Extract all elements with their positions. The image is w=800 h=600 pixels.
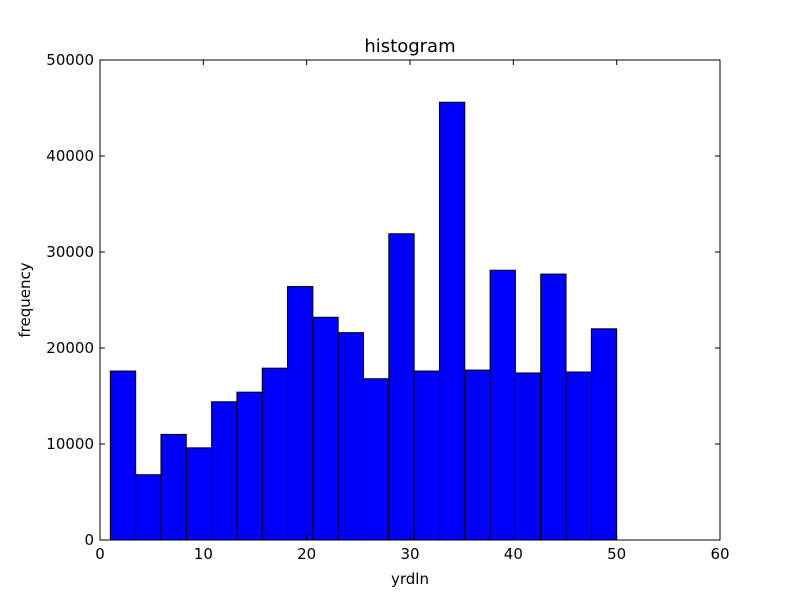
histogram-bar-19 [565, 371, 592, 541]
x-tick-label: 0 [95, 545, 105, 563]
y-tick-label: 50000 [46, 51, 94, 69]
histogram-bar-17 [514, 372, 542, 541]
histogram-bar-14 [438, 101, 466, 541]
y-tick-label: 40000 [46, 147, 94, 165]
histogram-bar-12 [388, 233, 415, 541]
histogram-bar-18 [540, 273, 567, 541]
x-axis-title: yrdln [391, 570, 429, 588]
tick-labels-group: 0 10 20 30 40 50 60 0 10000 20000 30000 40000 50000 [46, 51, 729, 563]
chart-title: histogram [364, 36, 455, 57]
histogram-bar-3 [160, 433, 187, 541]
histogram-bar-1 [109, 370, 137, 541]
histogram-bar-13 [413, 370, 440, 541]
y-tick-label: 10000 [46, 435, 94, 453]
x-tick-label: 50 [607, 545, 626, 563]
y-tick-label: 30000 [46, 243, 94, 261]
histogram-bar-5 [211, 401, 238, 541]
histogram-bar-20 [590, 328, 618, 541]
y-axis-title: frequency [16, 262, 34, 337]
histogram-bar-8 [287, 286, 314, 541]
histogram-bar-4 [185, 447, 213, 541]
histogram-bar-10 [337, 332, 364, 541]
ticks-group [99, 59, 721, 541]
histogram-bar-15 [464, 369, 491, 541]
histogram-bar-9 [312, 316, 339, 541]
x-tick-label: 30 [400, 545, 419, 563]
histogram-bar-2 [135, 474, 162, 541]
x-tick-label: 20 [297, 545, 316, 563]
x-tick-label: 10 [194, 545, 213, 563]
histogram-bar-6 [236, 391, 263, 541]
bars-group [109, 101, 618, 541]
y-tick-label: 0 [84, 531, 94, 549]
x-tick-label: 60 [710, 545, 729, 563]
x-tick-label: 40 [504, 545, 523, 563]
y-tick-label: 20000 [46, 339, 94, 357]
histogram-bar-16 [489, 269, 516, 541]
histogram-bar-7 [261, 367, 289, 541]
histogram-bar-11 [363, 378, 390, 541]
